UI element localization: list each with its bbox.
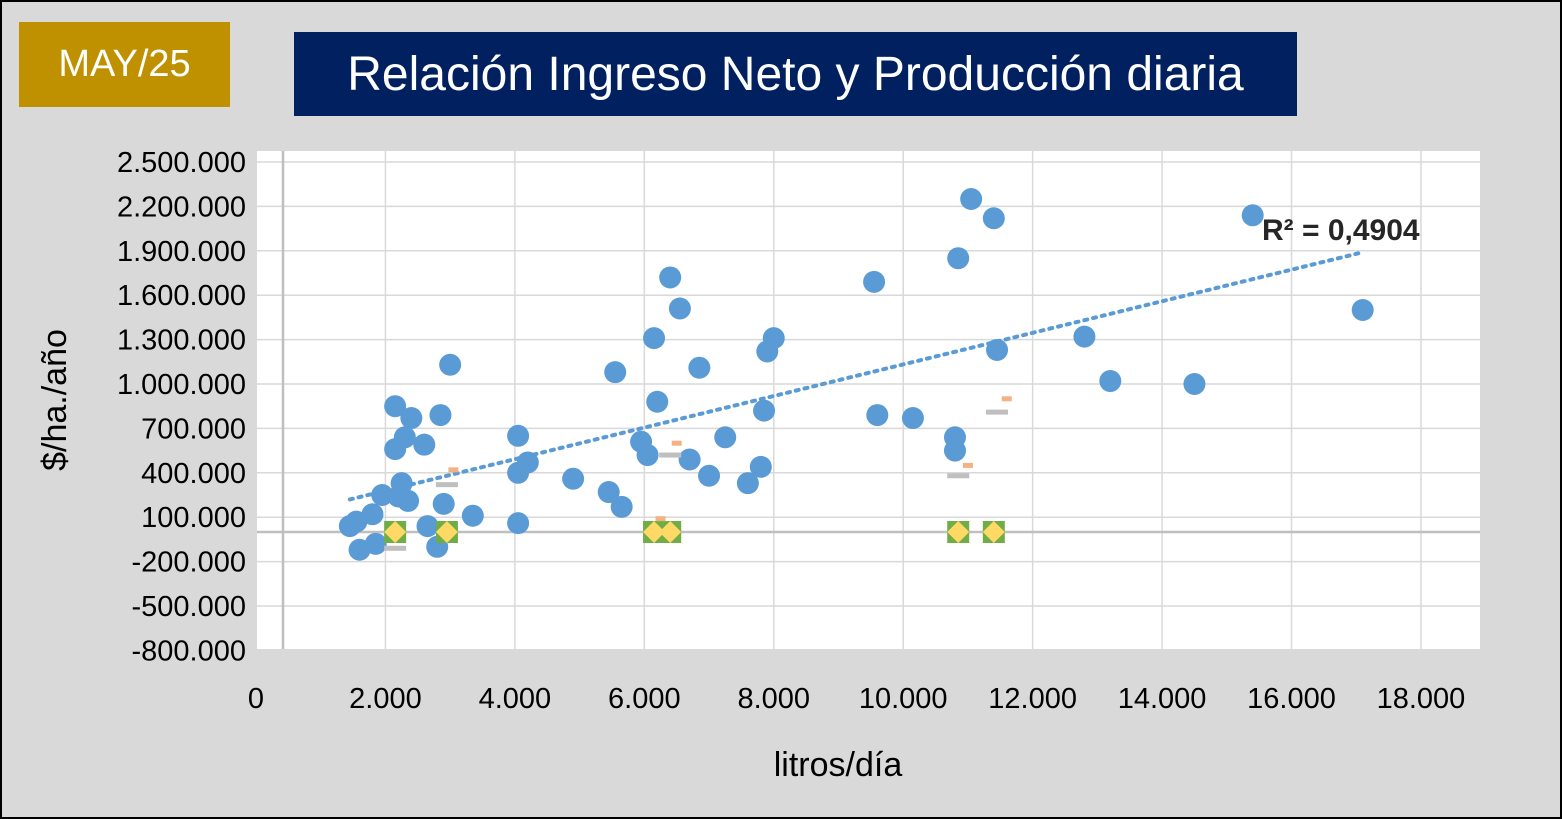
x-tick-label: 0	[248, 683, 264, 715]
data-point	[384, 395, 407, 418]
y-tick-label: -800.000	[132, 635, 247, 667]
y-tick-label: 1.600.000	[117, 280, 246, 312]
data-point	[416, 515, 439, 538]
data-point	[643, 327, 666, 350]
date-badge: MAY/25	[19, 22, 230, 107]
data-point	[986, 338, 1009, 361]
data-point	[866, 404, 889, 427]
diamond-marker	[659, 521, 682, 543]
data-point	[371, 484, 394, 506]
y-tick-label: 700.000	[141, 413, 246, 445]
data-point	[947, 247, 970, 270]
data-point	[361, 503, 384, 526]
data-point	[432, 492, 455, 515]
data-point	[688, 356, 711, 379]
data-point	[753, 399, 776, 422]
data-point	[562, 467, 585, 490]
x-tick-label: 8.000	[737, 683, 810, 715]
data-point	[393, 426, 416, 449]
data-point	[960, 188, 983, 210]
data-point	[507, 424, 530, 447]
dash-marker	[986, 409, 1009, 415]
data-point	[901, 407, 924, 430]
diamond-marker	[982, 521, 1005, 543]
data-point	[863, 270, 886, 293]
y-tick-label: 1.300.000	[117, 325, 246, 357]
x-tick-label: 10.000	[859, 683, 948, 715]
data-point	[507, 512, 530, 535]
data-point	[397, 489, 420, 512]
data-point	[1099, 370, 1122, 393]
x-tick-label: 14.000	[1118, 683, 1207, 715]
y-tick-label: 2.200.000	[117, 191, 246, 223]
data-point	[597, 481, 620, 504]
dash-marker	[1001, 396, 1012, 402]
data-point	[604, 361, 627, 384]
dash-marker	[435, 482, 458, 488]
data-point	[516, 451, 539, 474]
diamond-marker	[384, 521, 407, 543]
data-point	[943, 439, 966, 462]
dash-marker	[655, 516, 666, 522]
diamond-marker	[435, 521, 458, 543]
x-tick-label: 18.000	[1377, 683, 1466, 715]
data-point	[610, 495, 633, 518]
dash-marker	[947, 473, 970, 479]
diamond-marker	[643, 521, 666, 543]
y-axis-title: $/ha./año	[36, 329, 74, 471]
data-point	[636, 444, 659, 467]
data-point	[646, 390, 669, 413]
x-tick-label: 16.000	[1247, 683, 1336, 715]
data-point	[429, 404, 452, 427]
data-point	[364, 532, 387, 555]
x-tick-label: 4.000	[479, 683, 552, 715]
data-point	[461, 504, 484, 527]
data-point	[1073, 325, 1096, 348]
data-point	[400, 407, 423, 430]
data-point	[659, 266, 682, 289]
y-tick-label: 1.900.000	[117, 236, 246, 268]
data-point	[982, 207, 1005, 230]
dash-marker	[448, 467, 459, 473]
dash-marker	[962, 462, 973, 468]
plot-area	[257, 151, 1480, 649]
x-tick-label: 2.000	[349, 683, 422, 715]
date-badge-label: MAY/25	[58, 43, 191, 85]
data-point	[439, 353, 462, 376]
y-tick-label: 2.500.000	[117, 147, 246, 179]
data-point	[749, 455, 772, 478]
data-point	[678, 448, 701, 471]
y-tick-label: -200.000	[132, 547, 247, 579]
y-tick-label: 100.000	[141, 502, 246, 534]
x-tick-label: 6.000	[608, 683, 681, 715]
y-tick-label: 400.000	[141, 458, 246, 490]
dash-marker	[671, 440, 682, 446]
data-point	[1351, 299, 1374, 321]
chart-title-box: Relación Ingreso Neto y Producción diari…	[294, 32, 1297, 116]
data-point	[413, 433, 436, 456]
data-point	[698, 464, 721, 487]
x-tick-label: 12.000	[988, 683, 1077, 715]
data-point	[714, 426, 737, 449]
r-squared-label: R² = 0,4904	[1262, 214, 1420, 247]
data-point	[1241, 204, 1264, 227]
x-axis-title: litros/día	[774, 746, 903, 784]
chart-title: Relación Ingreso Neto y Producción diari…	[347, 47, 1244, 101]
dash-marker	[384, 545, 407, 551]
dash-marker	[659, 452, 682, 458]
data-point	[736, 472, 759, 495]
data-point	[668, 297, 691, 320]
diamond-marker	[947, 521, 970, 543]
data-point	[1183, 373, 1206, 395]
y-tick-label: -500.000	[132, 591, 247, 623]
data-point	[762, 327, 785, 350]
y-tick-label: 1.000.000	[117, 369, 246, 401]
